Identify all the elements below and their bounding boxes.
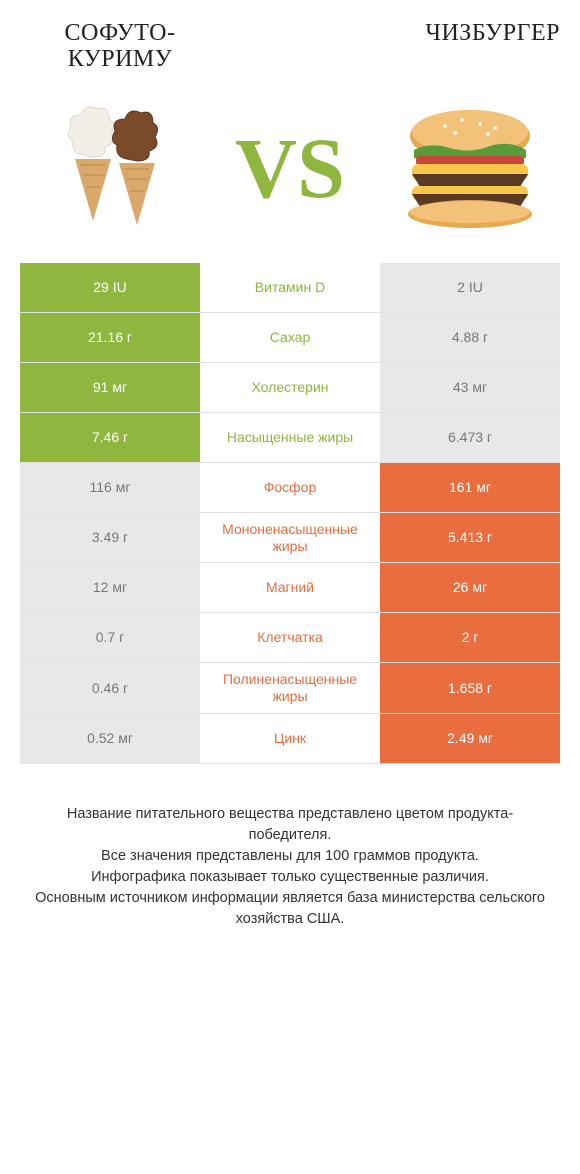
- comparison-row: 3.49 гМононенасыщенные жиры5.413 г: [20, 513, 560, 564]
- comparison-row: 0.46 гПолиненасыщенные жиры1.658 г: [20, 663, 560, 714]
- comparison-row: 91 мгХолестерин43 мг: [20, 363, 560, 413]
- value-right: 161 мг: [380, 463, 560, 512]
- comparison-row: 21.16 гСахар4.88 г: [20, 313, 560, 363]
- value-right: 2.49 мг: [380, 714, 560, 763]
- value-left: 21.16 г: [20, 313, 200, 362]
- softserve-icon: [35, 93, 185, 243]
- value-right: 2 г: [380, 613, 560, 662]
- nutrient-label: Сахар: [200, 313, 380, 362]
- nutrient-label: Магний: [200, 563, 380, 612]
- value-left: 91 мг: [20, 363, 200, 412]
- value-left: 3.49 г: [20, 513, 200, 563]
- nutrient-label: Полиненасыщенные жиры: [200, 663, 380, 713]
- footer-line: Инфографика показывает только существенн…: [30, 867, 550, 888]
- nutrient-label: Фосфор: [200, 463, 380, 512]
- value-right: 6.473 г: [380, 413, 560, 462]
- value-right: 1.658 г: [380, 663, 560, 713]
- value-right: 5.413 г: [380, 513, 560, 563]
- cheeseburger-icon: [390, 98, 550, 238]
- nutrient-label: Витамин D: [200, 263, 380, 312]
- value-left: 0.7 г: [20, 613, 200, 662]
- value-right: 4.88 г: [380, 313, 560, 362]
- comparison-row: 0.7 гКлетчатка2 г: [20, 613, 560, 663]
- footer-notes: Название питательного вещества представл…: [20, 804, 560, 930]
- images-row: VS: [20, 83, 560, 253]
- nutrient-label: Цинк: [200, 714, 380, 763]
- vs-label: VS: [235, 125, 345, 211]
- title-left-line1: СОФУТО-: [65, 20, 176, 46]
- nutrient-label: Клетчатка: [200, 613, 380, 662]
- value-right: 26 мг: [380, 563, 560, 612]
- nutrient-label: Холестерин: [200, 363, 380, 412]
- value-left: 0.52 мг: [20, 714, 200, 763]
- comparison-row: 0.52 мгЦинк2.49 мг: [20, 714, 560, 764]
- header: СОФУТО- КУРИМУ ЧИЗБУРГЕР: [20, 20, 560, 73]
- value-right: 2 IU: [380, 263, 560, 312]
- title-left-line2: КУРИМУ: [68, 46, 173, 72]
- comparison-row: 12 мгМагний26 мг: [20, 563, 560, 613]
- value-left: 0.46 г: [20, 663, 200, 713]
- footer-line: Название питательного вещества представл…: [30, 804, 550, 846]
- comparison-row: 7.46 гНасыщенные жиры6.473 г: [20, 413, 560, 463]
- comparison-table: 29 IUВитамин D2 IU21.16 гСахар4.88 г91 м…: [20, 263, 560, 764]
- comparison-row: 116 мгФосфор161 мг: [20, 463, 560, 513]
- footer-line: Основным источником информации является …: [30, 888, 550, 930]
- value-left: 12 мг: [20, 563, 200, 612]
- nutrient-label: Мононенасыщенные жиры: [200, 513, 380, 563]
- value-left: 7.46 г: [20, 413, 200, 462]
- value-left: 29 IU: [20, 263, 200, 312]
- value-left: 116 мг: [20, 463, 200, 512]
- value-right: 43 мг: [380, 363, 560, 412]
- image-left: [20, 88, 200, 248]
- footer-line: Все значения представлены для 100 граммо…: [30, 846, 550, 867]
- title-right: ЧИЗБУРГЕР: [360, 20, 560, 46]
- comparison-row: 29 IUВитамин D2 IU: [20, 263, 560, 313]
- image-right: [380, 88, 560, 248]
- infographic-page: СОФУТО- КУРИМУ ЧИЗБУРГЕР: [0, 0, 580, 960]
- nutrient-label: Насыщенные жиры: [200, 413, 380, 462]
- title-left: СОФУТО- КУРИМУ: [20, 20, 220, 73]
